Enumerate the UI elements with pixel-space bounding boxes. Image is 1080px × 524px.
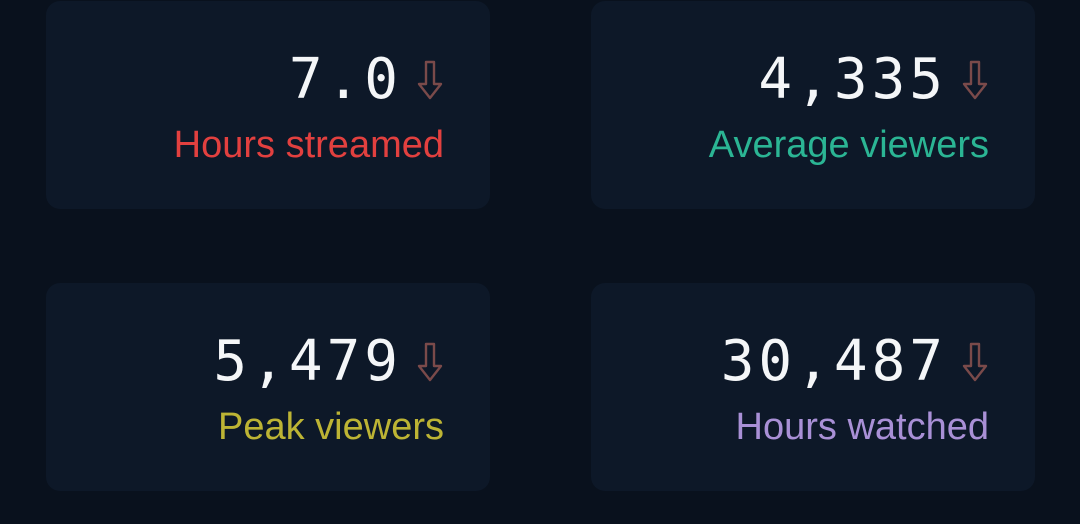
stat-label: Average viewers bbox=[708, 124, 989, 166]
stat-value: 30,487 bbox=[720, 329, 947, 394]
stat-value: 5,479 bbox=[213, 329, 402, 394]
stat-label: Hours watched bbox=[735, 406, 989, 448]
stat-label: Peak viewers bbox=[218, 406, 444, 448]
stat-card-hours-watched: 30,487 Hours watched bbox=[591, 283, 1035, 491]
stat-value-row: 4,335 bbox=[758, 45, 989, 115]
stat-card-peak-viewers: 5,479 Peak viewers bbox=[46, 283, 490, 491]
stat-label: Hours streamed bbox=[173, 124, 444, 166]
arrow-down-icon bbox=[962, 342, 988, 382]
stat-value-row: 30,487 bbox=[721, 327, 989, 397]
stat-value-row: 7.0 bbox=[289, 45, 444, 115]
stat-value: 7.0 bbox=[288, 47, 402, 112]
stat-card-hours-streamed: 7.0 Hours streamed bbox=[46, 1, 490, 209]
stat-value-row: 5,479 bbox=[213, 327, 444, 397]
stat-value: 4,335 bbox=[758, 47, 947, 112]
arrow-down-icon bbox=[417, 60, 443, 100]
stat-card-average-viewers: 4,335 Average viewers bbox=[591, 1, 1035, 209]
arrow-down-icon bbox=[962, 60, 988, 100]
arrow-down-icon bbox=[417, 342, 443, 382]
